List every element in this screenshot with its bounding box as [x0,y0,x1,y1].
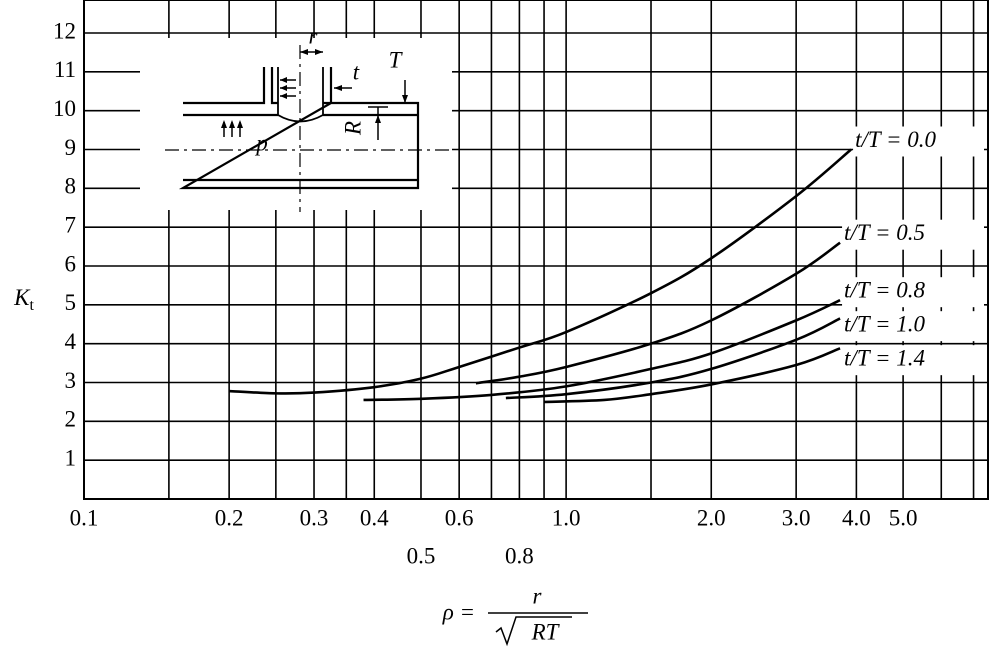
x-tick-label: 0.6 [445,505,474,530]
x-label-denominator: RT [531,619,561,644]
inset-diagram: r t T R p [140,23,452,212]
label-background [853,126,984,157]
curve [229,148,852,395]
plot-frame [83,0,989,500]
x-tick-label: 2.0 [697,505,726,530]
y-tick-label: 10 [53,96,76,121]
y-tick-label: 8 [65,174,77,199]
x-label-lhs: ρ = [442,599,475,624]
x-tick-label: 0.4 [360,505,389,530]
x-label-numerator: r [533,583,543,608]
y-axis-label: Kt [13,285,34,313]
inset-shapes [165,45,450,212]
x-tick-label: 0.1 [70,505,99,530]
curve [505,317,841,400]
x-tick-label: 4.0 [842,505,871,530]
series-label: t/T = 0.8 [844,277,925,302]
y-label-main: K [13,285,31,310]
inset-label: p [254,130,268,155]
label-background [842,219,984,250]
x-tick-label: 5.0 [889,505,918,530]
series-label: t/T = 1.0 [844,311,925,336]
curves [229,148,852,404]
series-label: t/T = 1.4 [844,345,925,370]
inset-label: t [353,59,360,84]
label-background [842,277,984,308]
x-tick-label: 1.0 [552,505,581,530]
curve [363,298,841,402]
x-tick-label: 0.5 [407,543,436,568]
y-tick-label: 11 [54,57,76,82]
y-tick-label: 4 [65,329,77,354]
y-tick-label: 9 [65,135,77,160]
x-tick-label: 0.2 [215,505,244,530]
x-tick-label: 3.0 [782,505,811,530]
y-tick-label: 1 [65,445,77,470]
series-label: t/T = 0.5 [844,220,925,245]
sqrt-sign [495,616,572,647]
inset-label: T [389,47,404,72]
curve [475,241,841,385]
label-background [842,311,984,342]
curve [544,347,841,404]
y-tick-label: 7 [65,212,77,237]
x-tick-label: 0.3 [300,505,329,530]
y-tick-label: 2 [65,407,77,432]
y-tick-label: 5 [65,290,77,315]
y-tick-label: 6 [65,251,77,276]
y-tick-label: 3 [65,368,77,393]
x-tick-label: 0.8 [505,543,534,568]
inset-label: R [340,121,365,136]
series-label: t/T = 0.0 [855,127,936,152]
y-label-sub: t [29,297,34,314]
label-background [842,345,984,376]
y-tick-label: 12 [53,18,76,43]
inset-label: r [309,23,319,48]
